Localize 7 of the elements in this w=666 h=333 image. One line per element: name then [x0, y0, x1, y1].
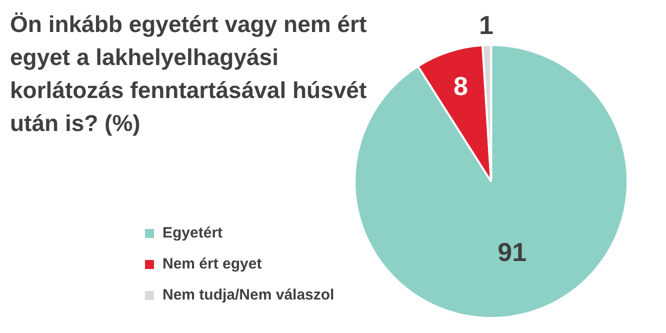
legend-label: Egyetért	[162, 224, 223, 242]
legend-label: Nem ért egyet	[162, 256, 262, 273]
legend-label: Nem tudja/Nem válaszol	[162, 286, 334, 304]
text: Ön inkább egyetért vagy nem ért egyet a lakhelyelhagyási korlátozás fenntartásával húsvét után is? (%)	[10, 10, 368, 138]
data-label: 1	[479, 10, 494, 40]
data-label: 91	[498, 236, 527, 267]
data-label: 8	[454, 71, 468, 102]
